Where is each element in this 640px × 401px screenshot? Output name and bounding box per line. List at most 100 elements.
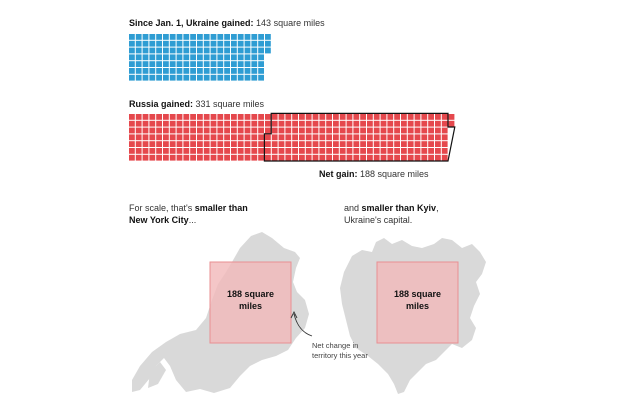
russia-waffle-cell	[258, 127, 264, 134]
ukraine-waffle-cell	[169, 61, 176, 67]
russia-waffle-cell	[285, 127, 292, 134]
ukraine-waffle-cell	[237, 34, 244, 40]
russia-waffle-cell	[149, 120, 156, 127]
ukraine-waffle-cell	[142, 61, 149, 67]
ukraine-waffle-cell	[217, 68, 224, 74]
russia-waffle-cell	[278, 154, 285, 161]
russia-waffle-cell	[312, 114, 319, 120]
russia-waffle-cell	[129, 120, 135, 127]
russia-waffle-cell	[448, 114, 455, 120]
russia-waffle-cell	[346, 134, 353, 141]
russia-waffle-cell	[401, 120, 407, 127]
ukraine-waffle-cell	[169, 74, 176, 81]
russia-waffle-cell	[414, 141, 421, 147]
ukraine-waffle-cell	[210, 34, 217, 40]
russia-waffle-cell	[319, 134, 326, 141]
russia-waffle-cell	[428, 154, 434, 161]
russia-waffle-cell	[237, 134, 244, 141]
russia-waffle-cell	[353, 120, 360, 127]
ukraine-waffle-cell	[169, 34, 176, 40]
russia-waffle-cell	[183, 154, 190, 161]
russia-waffle-cell	[224, 134, 230, 141]
russia-waffle-cell	[407, 141, 414, 147]
russia-waffle-cell	[237, 120, 244, 127]
russia-waffle-cell	[435, 154, 441, 161]
ukraine-waffle-cell	[183, 54, 190, 61]
russia-waffle-cell	[319, 148, 326, 154]
russia-waffle-cell	[339, 134, 346, 141]
russia-waffle-cell	[441, 148, 448, 154]
russia-waffle-cell	[441, 127, 448, 134]
russia-waffle-cell	[312, 154, 319, 161]
russia-waffle-cell	[339, 154, 346, 161]
ukraine-waffle-cell	[258, 54, 264, 61]
ukraine-waffle-cell	[251, 68, 258, 74]
russia-waffle-cell	[305, 120, 312, 127]
ukraine-waffle-cell	[237, 40, 244, 47]
russia-waffle-cell	[394, 141, 400, 147]
russia-waffle-cell	[271, 141, 278, 147]
russia-waffle-cell	[258, 148, 264, 154]
ukraine-waffle-cell	[224, 40, 230, 47]
russia-waffle-cell	[265, 154, 271, 161]
russia-waffle-cell	[135, 154, 142, 161]
russia-waffle-cell	[353, 154, 360, 161]
ukraine-waffle-cell	[149, 54, 156, 61]
russia-waffle-cell	[421, 141, 428, 147]
russia-waffle-cell	[197, 141, 203, 147]
ukraine-waffle-cell	[149, 68, 156, 74]
russia-waffle-cell	[387, 127, 394, 134]
russia-waffle-cell	[299, 120, 305, 127]
russia-waffle-cell	[326, 148, 332, 154]
russia-waffle-cell	[156, 134, 162, 141]
ukraine-waffle-cell	[190, 68, 196, 74]
russia-waffle-cell	[237, 148, 244, 154]
russia-waffle-cell	[210, 141, 217, 147]
ukraine-waffle-cell	[224, 74, 230, 81]
ukraine-waffle-cell	[163, 61, 169, 67]
russia-waffle-cell	[244, 114, 251, 120]
russia-waffle-cell	[380, 154, 387, 161]
russia-waffle-cell	[217, 148, 224, 154]
russia-waffle-cell	[394, 120, 400, 127]
russia-waffle-cell	[176, 134, 183, 141]
russia-waffle-cell	[217, 120, 224, 127]
ukraine-waffle-cell	[176, 68, 183, 74]
russia-waffle-cell	[421, 120, 428, 127]
ukraine-waffle-cell	[142, 74, 149, 81]
net-gain-label: Net gain: 188 square miles	[319, 169, 429, 179]
ukraine-waffle-cell	[265, 40, 271, 47]
russia-waffle-cell	[142, 120, 149, 127]
ukraine-waffle-cell	[244, 68, 251, 74]
russia-waffle-cell	[441, 114, 448, 120]
russia-waffle-cell	[407, 120, 414, 127]
ukraine-waffle-cell	[142, 54, 149, 61]
ukraine-waffle-cell	[203, 54, 210, 61]
russia-waffle-cell	[435, 148, 441, 154]
russia-waffle-cell	[339, 148, 346, 154]
russia-waffle-cell	[258, 154, 264, 161]
russia-waffle-cell	[183, 127, 190, 134]
russia-waffle-cell	[387, 148, 394, 154]
ukraine-waffle-cell	[163, 54, 169, 61]
ukraine-waffle-cell	[258, 47, 264, 54]
nyc-caption-line1: For scale, that's smaller than	[129, 203, 248, 213]
russia-waffle-cell	[387, 114, 394, 120]
ukraine-waffle-cell	[163, 40, 169, 47]
russia-waffle-cell	[441, 141, 448, 147]
russia-waffle-cell	[346, 154, 353, 161]
russia-waffle-cell	[401, 127, 407, 134]
russia-waffle-cell	[210, 114, 217, 120]
ukraine-waffle-cell	[149, 74, 156, 81]
russia-waffle-cell	[156, 148, 162, 154]
russia-waffle-cell	[169, 154, 176, 161]
russia-waffle-cell	[183, 134, 190, 141]
ukraine-waffle-cell	[231, 40, 237, 47]
russia-waffle-cell	[129, 141, 135, 147]
russia-waffle-cell	[217, 141, 224, 147]
russia-waffle-cell	[387, 141, 394, 147]
russia-waffle-cell	[224, 141, 230, 147]
russia-waffle-cell	[135, 134, 142, 141]
ukraine-waffle-cell	[197, 61, 203, 67]
